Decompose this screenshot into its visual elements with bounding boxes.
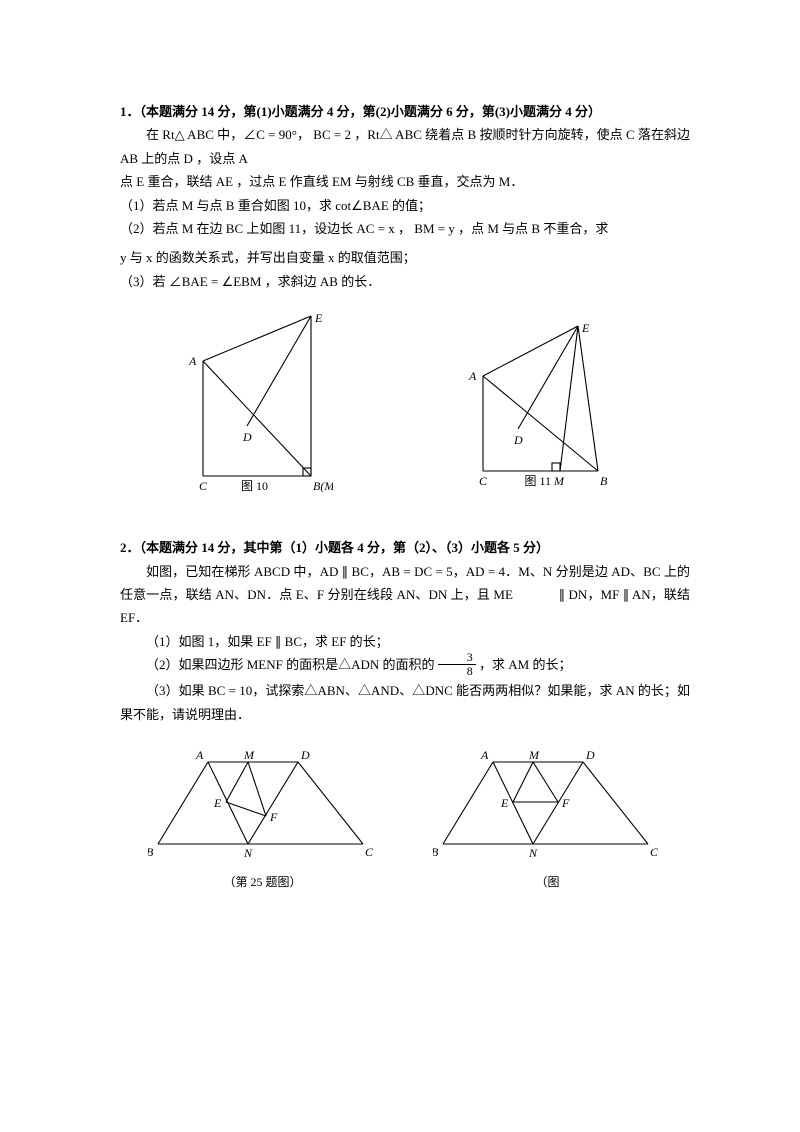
fraction-num: 3	[438, 651, 476, 665]
svg-text:B: B	[433, 845, 439, 859]
p1-q2b: y 与 x 的函数关系式，并写出自变量 x 的取值范围；	[120, 246, 690, 269]
figure-25-left: A D B C M N E F	[148, 744, 378, 870]
svg-text:B(M): B(M)	[313, 479, 333, 493]
svg-text:A: A	[468, 369, 477, 383]
svg-text:B: B	[148, 845, 154, 859]
svg-text:E: E	[314, 311, 323, 325]
svg-text:E: E	[500, 796, 509, 810]
svg-text:F: F	[561, 796, 570, 810]
svg-text:E: E	[581, 321, 590, 335]
figure-25-right: A D B C M N E F	[433, 744, 663, 870]
svg-text:图 10: 图 10	[241, 479, 268, 493]
svg-text:F: F	[269, 810, 278, 824]
p1-heading: 1．（本题满分 14 分，第(1)小题满分 4 分，第(2)小题满分 6 分，第…	[120, 100, 690, 123]
figure-11: A C B M D E 图 11	[458, 321, 628, 508]
svg-text:A: A	[195, 748, 204, 762]
svg-text:A: A	[480, 748, 489, 762]
page-root: 1．（本题满分 14 分，第(1)小题满分 4 分，第(2)小题满分 6 分，第…	[0, 0, 800, 1132]
p2-q2b: ，求 AM 的长；	[479, 657, 571, 672]
p2-q3: （3）如果 BC = 10，试探索△ABN、△AND、△DNC 能否两两相似？如…	[120, 679, 690, 726]
svg-text:M: M	[243, 748, 255, 762]
figR-caption: （图	[433, 872, 663, 894]
p2-heading: 2．（本题满分 14 分，其中第（1）小题各 4 分，第（2）、（3）小题各 5…	[120, 536, 690, 559]
p1-figures-row: A C B(M) D E 图 10 A C B M D E 图 11	[120, 311, 690, 508]
svg-text:C: C	[199, 479, 208, 493]
figL-caption: （第 25 题图）	[148, 872, 378, 894]
p2-q2a: （2）如果四边形 MENF 的面积是△ADN 的面积的	[146, 657, 435, 672]
svg-text:M: M	[528, 748, 540, 762]
p1-body2: 点 E 重合，联结 AE ，过点 E 作直线 EM 与射线 CB 垂直，交点为 …	[120, 170, 690, 193]
figL-wrap: A D B C M N E F （第 25 题图）	[148, 744, 378, 894]
p2-body1: 如图，已知在梯形 ABCD 中，AD ∥ BC，AB = DC = 5，AD =…	[120, 560, 690, 630]
svg-text:C: C	[650, 845, 659, 859]
svg-text:M: M	[553, 474, 565, 488]
p2-q2: （2）如果四边形 MENF 的面积是△ADN 的面积的 3 8 ，求 AM 的长…	[120, 653, 690, 679]
p1-body1: 在 Rt△ ABC 中，∠C = 90°， BC = 2 ，Rt△ ABC 绕着…	[120, 123, 690, 170]
svg-text:图 11: 图 11	[524, 474, 551, 488]
svg-text:C: C	[365, 845, 374, 859]
p1-q2: （2）若点 M 在边 BC 上如图 11，设边长 AC = x ， BM = y…	[120, 217, 690, 240]
svg-text:D: D	[242, 430, 252, 444]
svg-text:C: C	[479, 474, 488, 488]
p2-figures-row: A D B C M N E F （第 25 题图） A D B C M N E F （图	[120, 744, 690, 894]
svg-text:N: N	[528, 846, 538, 860]
svg-text:B: B	[600, 474, 608, 488]
svg-text:D: D	[585, 748, 595, 762]
svg-text:E: E	[213, 796, 222, 810]
fig11-wrap: A C B M D E 图 11	[458, 321, 628, 508]
fraction-3-8: 3 8	[438, 651, 476, 677]
p1-q3: （3）若 ∠BAE = ∠EBM ，求斜边 AB 的长．	[120, 270, 690, 293]
svg-text:D: D	[513, 433, 523, 447]
p1-q1: （1）若点 M 与点 B 重合如图 10，求 cot∠BAE 的值；	[120, 194, 690, 217]
fraction-den: 8	[438, 665, 476, 678]
svg-text:N: N	[243, 846, 253, 860]
fig10-wrap: A C B(M) D E 图 10	[183, 311, 333, 508]
svg-text:D: D	[300, 748, 310, 762]
figure-10: A C B(M) D E 图 10	[183, 311, 333, 508]
figR-wrap: A D B C M N E F （图	[433, 744, 663, 894]
svg-text:A: A	[188, 354, 197, 368]
p2-q1: （1）如图 1，如果 EF ∥ BC，求 EF 的长；	[120, 630, 690, 653]
